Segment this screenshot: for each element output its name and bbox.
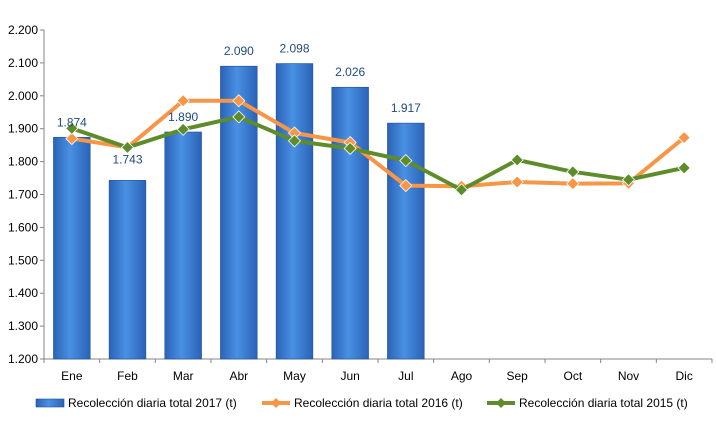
series-marker-2 [399, 154, 413, 168]
series-marker-1 [232, 94, 246, 108]
data-label: 2.090 [224, 44, 254, 58]
legend: Recolección diaria total 2017 (t) Recolec… [35, 396, 688, 410]
data-label: 1.874 [57, 115, 87, 129]
series-marker-1 [677, 131, 691, 145]
data-label: 2.026 [335, 65, 365, 79]
bar-2017-ene [53, 136, 91, 360]
series-marker-2 [510, 153, 524, 167]
y-tick-label: 2.100 [8, 56, 38, 70]
y-tick-label: 1.300 [8, 319, 38, 333]
series-marker-2 [65, 121, 79, 135]
legend-swatch-marker [496, 398, 506, 408]
data-label: 2.098 [279, 42, 309, 56]
x-tick-label: May [283, 369, 306, 383]
data-labels: 1.874 1.743 1.890 2.090 2.098 2.026 1.917 [57, 42, 421, 167]
y-tick-label: 2.000 [8, 89, 38, 103]
bar-2017-mar [164, 131, 202, 360]
legend-label: Recolección diaria total 2015 (t) [519, 396, 688, 410]
series-marker-2 [176, 122, 190, 136]
legend-swatch-marker [271, 398, 281, 408]
x-tick-label: Ago [451, 369, 473, 383]
bars-2017 [53, 63, 425, 360]
series-marker-1 [176, 94, 190, 108]
data-label: 1.890 [168, 110, 198, 124]
x-tick-label: Mar [173, 369, 194, 383]
x-tick-label: Jul [398, 369, 413, 383]
series-marker-1 [399, 179, 413, 193]
x-tick-label: Ene [61, 369, 83, 383]
y-tick-label: 1.600 [8, 220, 38, 234]
series-marker-2 [454, 183, 469, 197]
x-tick-label: Abr [229, 369, 248, 383]
legend-label: Recolección diaria total 2017 (t) [68, 396, 237, 410]
series-marker-2 [232, 110, 246, 124]
y-tick-label: 2.200 [8, 23, 38, 37]
legend-swatch-bar [35, 398, 65, 408]
x-tick-label: Jun [340, 369, 359, 383]
series-marker-2 [677, 161, 691, 175]
legend-label: Recolección diaria total 2016 (t) [294, 396, 463, 410]
series-marker-1 [566, 177, 580, 191]
series-marker-2 [120, 140, 135, 155]
data-label: 1.743 [112, 152, 142, 166]
x-tick-label: Sep [506, 369, 528, 383]
y-tick-label: 1.500 [8, 253, 38, 267]
y-tick-label: 1.800 [8, 155, 38, 169]
series-marker-2 [621, 173, 636, 187]
series-marker-1 [65, 132, 79, 146]
series-marker-2 [343, 141, 357, 156]
bar-2017-may [275, 63, 314, 360]
series-line-1 [69, 98, 687, 189]
series-marker-2 [287, 134, 302, 148]
y-tick-label: 1.900 [8, 122, 38, 136]
series-marker-2 [566, 165, 580, 179]
lines [65, 94, 691, 197]
series-marker-1 [510, 175, 524, 189]
data-label: 1.917 [391, 101, 421, 115]
y-tick-label: 1.700 [8, 188, 38, 202]
x-tick-label: Dic [675, 369, 692, 383]
x-tick-label: Oct [563, 369, 582, 383]
y-tick-label: 1.200 [8, 352, 38, 366]
series-line-2 [69, 114, 687, 192]
axes: 1.200 1.300 1.400 1.500 1.600 1.700 1.800 1.900… [8, 23, 713, 383]
bar-2017-jun [331, 86, 369, 360]
y-tick-label: 1.400 [8, 286, 38, 300]
bar-2017-feb [108, 180, 147, 360]
x-tick-label: Feb [117, 369, 138, 383]
x-tick-label: Nov [618, 369, 639, 383]
